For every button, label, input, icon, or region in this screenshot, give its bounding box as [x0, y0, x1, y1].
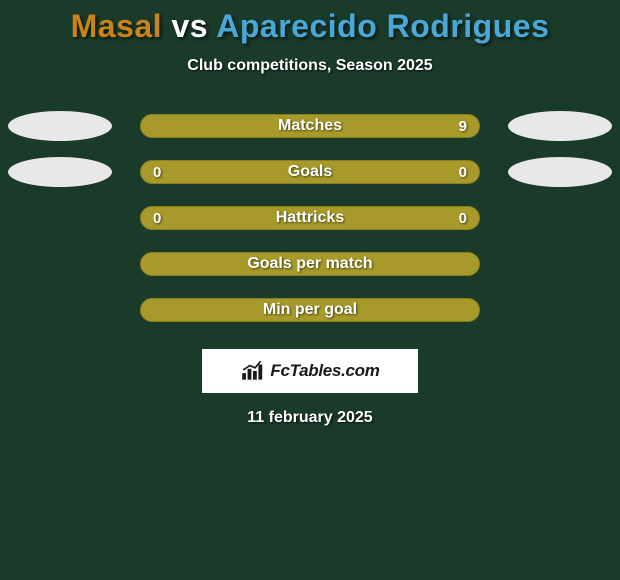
watermark-text: FcTables.com — [270, 361, 379, 381]
stat-row: Matches9 — [0, 111, 620, 157]
stat-bar: Matches9 — [140, 114, 480, 138]
watermark: FcTables.com — [202, 349, 418, 393]
player1-avatar — [8, 157, 112, 187]
player2-avatar — [508, 111, 612, 141]
player1-avatar — [8, 111, 112, 141]
stat-bar: Goals per match — [140, 252, 480, 276]
stat-bar: Min per goal — [140, 298, 480, 322]
page-title: Masal vs Aparecido Rodrigues — [0, 8, 620, 45]
player2-avatar — [508, 157, 612, 187]
player2-name: Aparecido Rodrigues — [216, 8, 549, 44]
stat-row: Hattricks0 0 — [0, 203, 620, 249]
stat-value-left: 0 — [153, 210, 161, 227]
stat-row: Goals0 0 — [0, 157, 620, 203]
stat-value-right: 0 — [459, 164, 467, 181]
date: 11 february 2025 — [0, 409, 620, 427]
chart-icon — [240, 360, 266, 382]
stat-row: Min per goal — [0, 295, 620, 341]
stat-value-right: 0 — [459, 210, 467, 227]
stat-label: Goals per match — [141, 255, 479, 273]
stat-label: Goals — [141, 163, 479, 181]
stat-label: Hattricks — [141, 209, 479, 227]
stat-label: Min per goal — [141, 301, 479, 319]
stat-label: Matches — [141, 117, 479, 135]
comparison-infographic: Masal vs Aparecido Rodrigues Club compet… — [0, 0, 620, 427]
stat-row: Goals per match — [0, 249, 620, 295]
vs-text: vs — [162, 8, 216, 44]
stat-rows: Matches9Goals00Hattricks00Goals per matc… — [0, 111, 620, 341]
stat-value-left: 0 — [153, 164, 161, 181]
player1-name: Masal — [71, 8, 162, 44]
stat-value-right: 9 — [459, 118, 467, 135]
stat-bar: Goals0 0 — [140, 160, 480, 184]
stat-bar: Hattricks0 0 — [140, 206, 480, 230]
subtitle: Club competitions, Season 2025 — [0, 57, 620, 75]
